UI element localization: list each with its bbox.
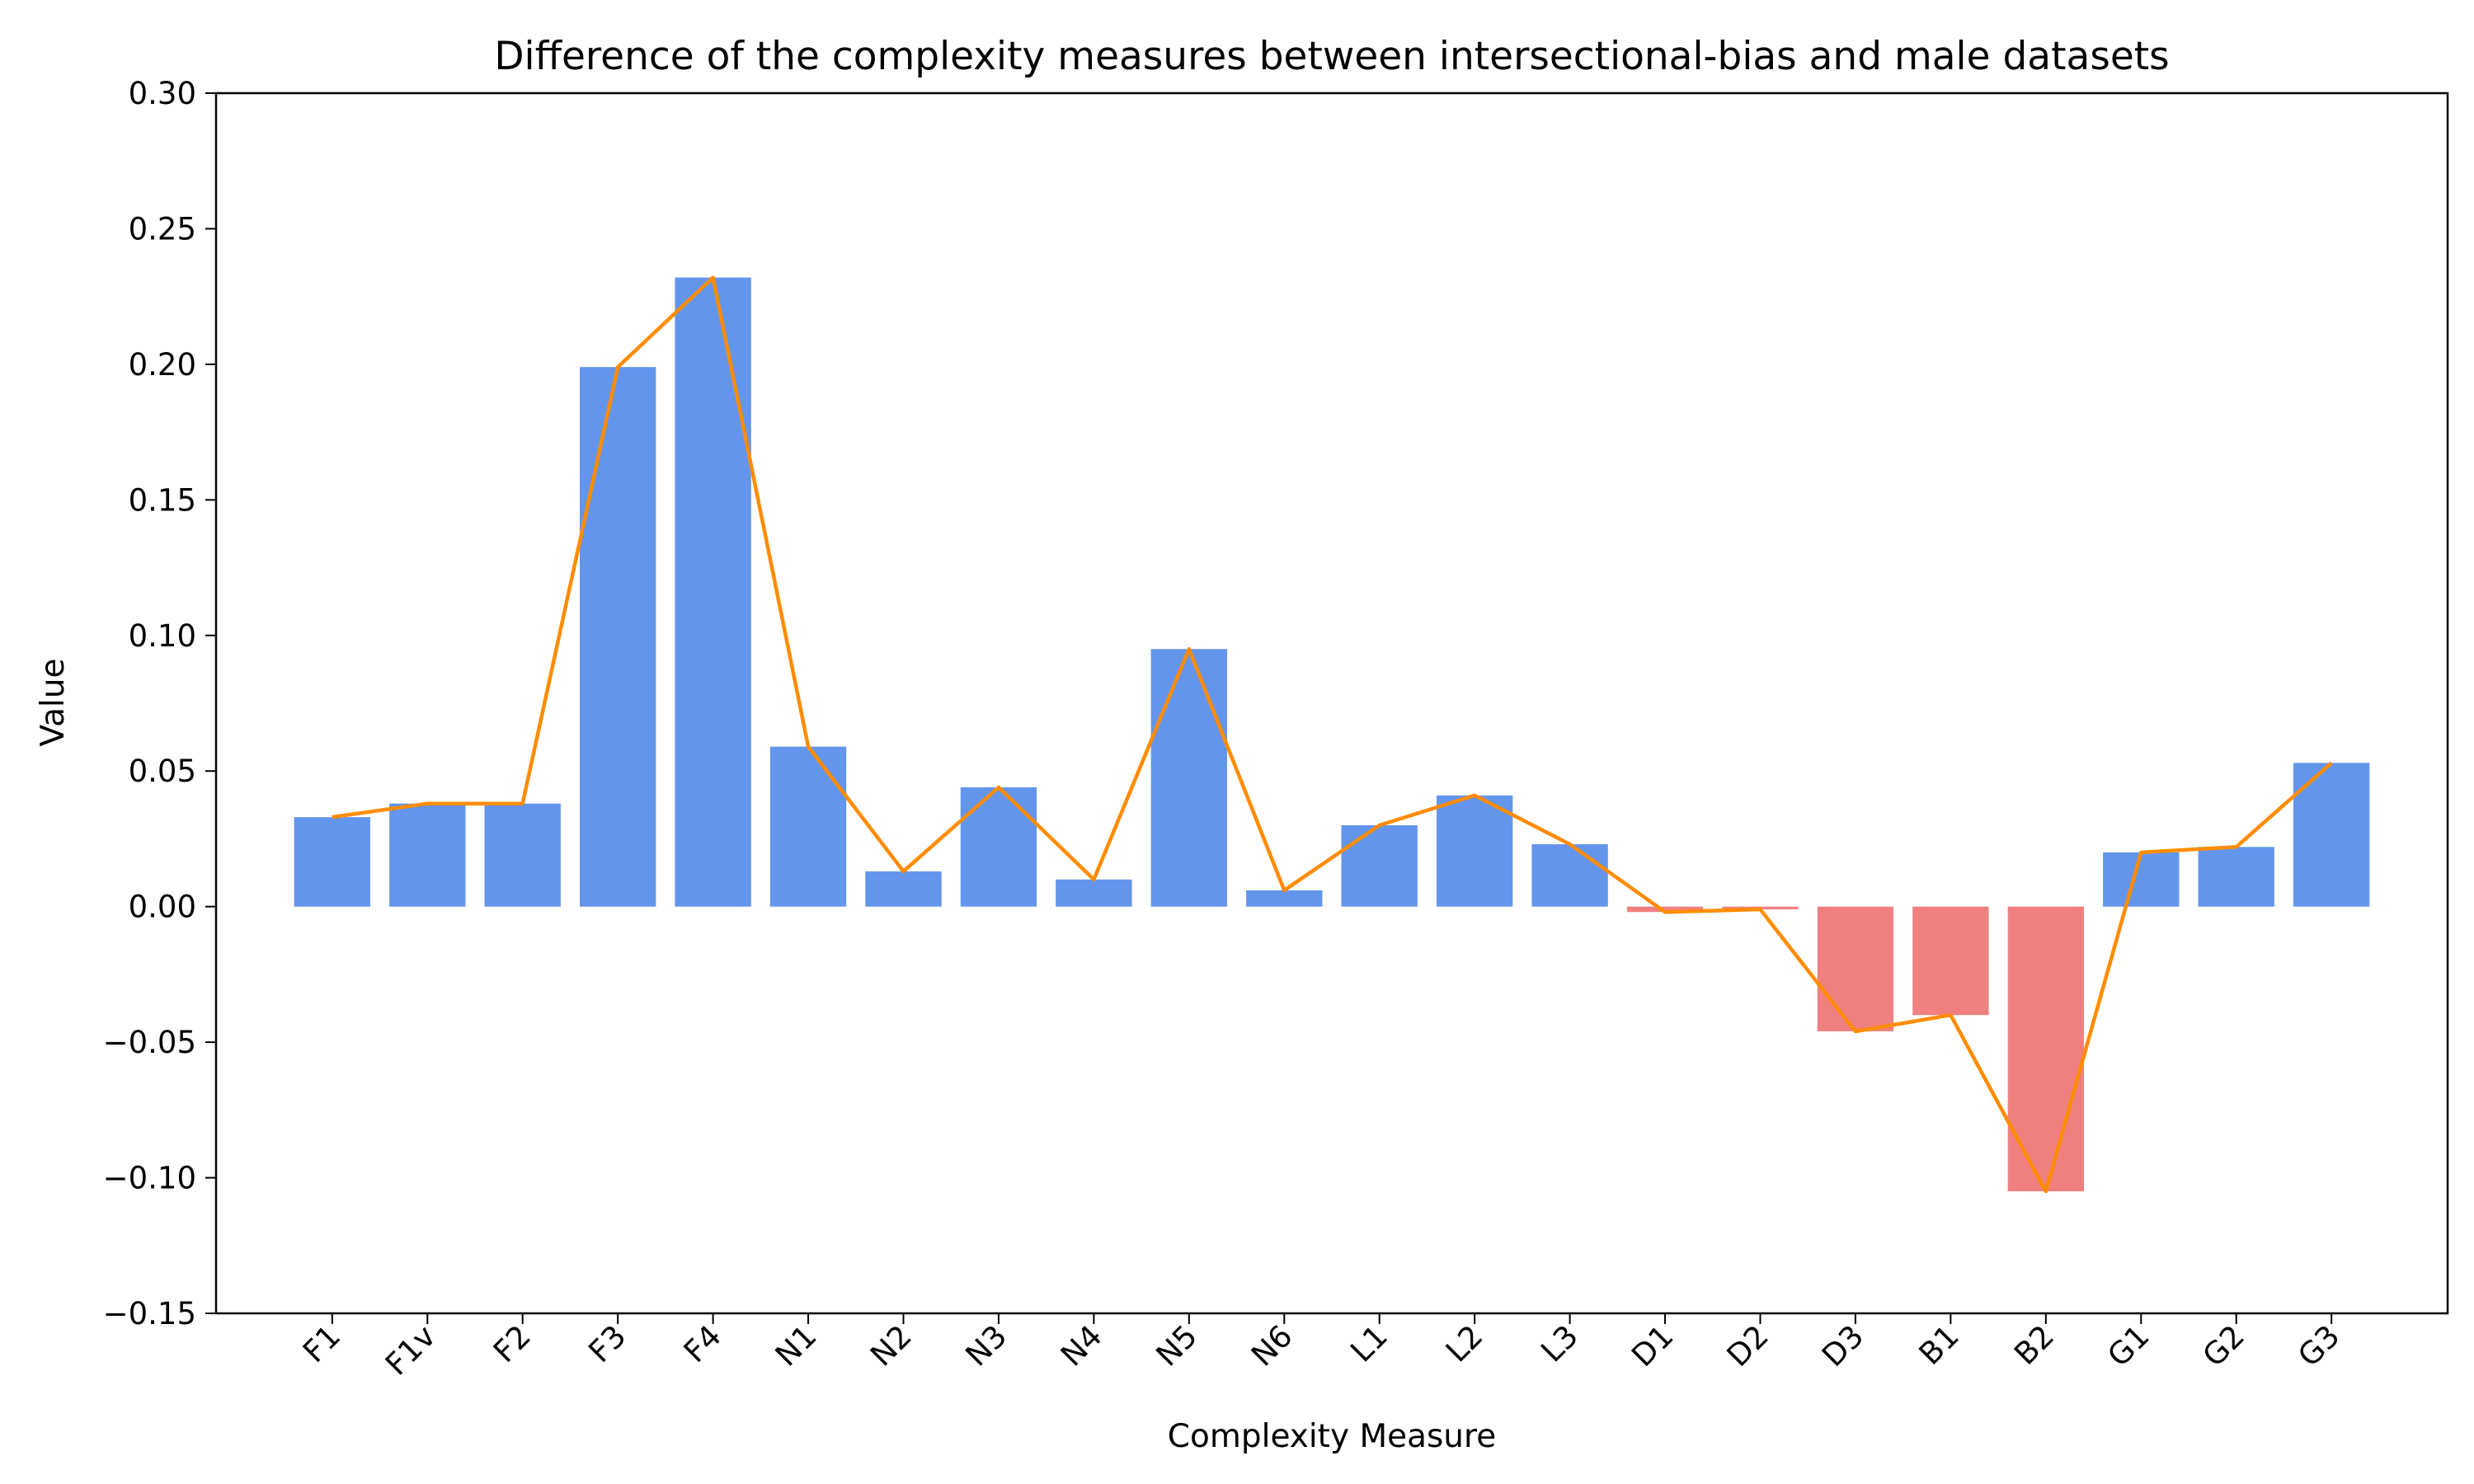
- y-tick-label: 0.10: [129, 618, 196, 654]
- bar-f3: [579, 367, 656, 907]
- x-tick-label-g1: G1: [2100, 1318, 2156, 1374]
- y-tick-label: −0.15: [103, 1296, 196, 1331]
- x-tick-label-f4: F4: [677, 1318, 728, 1369]
- y-tick-label: 0.15: [129, 482, 196, 518]
- bar-n5: [1150, 649, 1228, 907]
- bar-n6: [1246, 890, 1323, 907]
- x-tick-label-n4: N4: [1054, 1318, 1109, 1374]
- y-tick-label: −0.10: [103, 1161, 196, 1196]
- x-axis-label: Complexity Measure: [1168, 1418, 1496, 1455]
- y-tick-label: 0.20: [129, 347, 196, 383]
- x-tick-label-g3: G3: [2291, 1318, 2346, 1374]
- trend-line: [332, 275, 2333, 1194]
- bar-b1: [1912, 906, 1989, 1016]
- bar-l2: [1436, 795, 1513, 907]
- x-tick-label-f3: F3: [581, 1318, 633, 1369]
- chart-title: Difference of the complexity measures be…: [494, 34, 2169, 79]
- x-tick-label-d3: D3: [1815, 1318, 1870, 1374]
- x-tick-label-d2: D2: [1720, 1318, 1776, 1374]
- x-tick-label-f1: F1: [296, 1318, 347, 1369]
- bar-f1v: [389, 803, 466, 907]
- x-tick-label-g2: G2: [2196, 1318, 2251, 1374]
- bar-b2: [2007, 906, 2085, 1191]
- x-tick-label-b2: B2: [2007, 1318, 2061, 1372]
- x-tick-label-l1: L1: [1343, 1318, 1395, 1369]
- bar-g2: [2198, 847, 2274, 907]
- bar-d1: [1626, 906, 1704, 913]
- axes-group: −0.15 −0.10 −0.05 0.00 0.05 0.10 0.15 0.20 0.25 0…: [103, 76, 2449, 1383]
- bar-l1: [1341, 825, 1418, 907]
- bar-n2: [865, 871, 942, 907]
- x-tick-label-n3: N3: [959, 1318, 1014, 1374]
- y-tick-label: 0.30: [129, 76, 196, 111]
- line-group: [332, 275, 2333, 1194]
- bar-g1: [2103, 852, 2180, 907]
- x-tick-label-l3: L3: [1534, 1318, 1585, 1369]
- y-tick-label: −0.05: [103, 1025, 196, 1060]
- bar-n4: [1056, 879, 1132, 907]
- bar-f4: [675, 277, 751, 907]
- x-tick-label-n6: N6: [1244, 1318, 1300, 1374]
- x-tick-label-f1v: F1v: [379, 1318, 443, 1383]
- bar-l3: [1531, 844, 1608, 907]
- bar-f1: [294, 817, 371, 907]
- bar-f2: [484, 803, 561, 907]
- x-tick-label-l2: L2: [1439, 1318, 1490, 1369]
- bar-n1: [769, 746, 847, 907]
- bar-n3: [960, 787, 1037, 907]
- bar-d3: [1817, 906, 1894, 1031]
- y-tick-label: 0.05: [129, 754, 196, 789]
- x-tick-label-d1: D1: [1625, 1318, 1680, 1374]
- x-tick-label-n5: N5: [1150, 1318, 1205, 1374]
- y-tick-label: 0.25: [129, 211, 196, 247]
- bars-group: [294, 277, 2370, 1191]
- x-tick-label-n2: N2: [863, 1318, 919, 1374]
- x-tick-label-f2: F2: [487, 1318, 538, 1369]
- x-tick-label-n1: N1: [769, 1318, 824, 1374]
- y-tick-label: 0.00: [129, 890, 196, 925]
- x-tick-label-b1: B1: [1912, 1318, 1966, 1372]
- plot-frame: [214, 92, 2449, 1315]
- y-axis-label: Value: [35, 658, 72, 746]
